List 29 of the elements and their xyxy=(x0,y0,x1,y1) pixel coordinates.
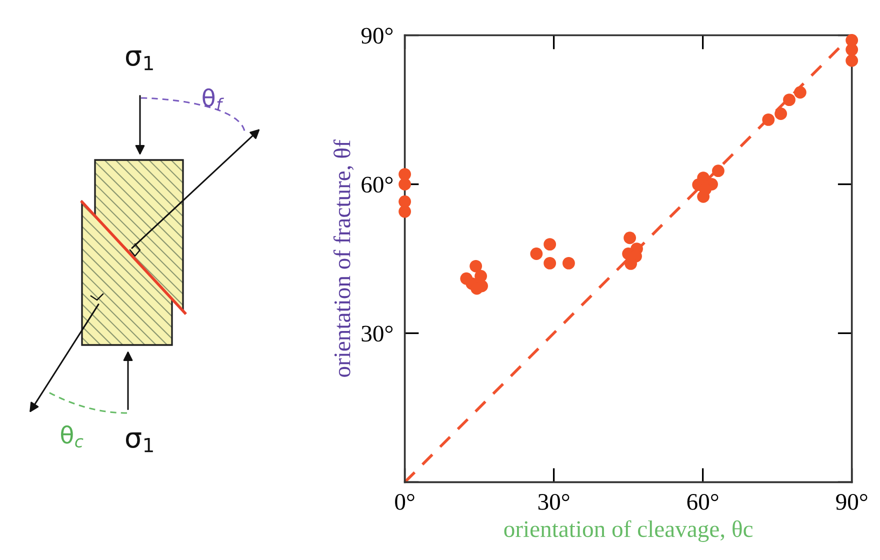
point xyxy=(846,43,858,56)
point xyxy=(774,108,788,120)
point xyxy=(398,178,412,190)
x-tick-label: 90° xyxy=(836,494,868,510)
x-axis-title: orientation of cleavage, θc xyxy=(504,520,753,542)
y-tick-label: 30° xyxy=(362,326,393,342)
point xyxy=(624,232,636,244)
point xyxy=(794,86,806,99)
point xyxy=(544,256,556,270)
x-tick-label: 0° xyxy=(395,494,414,510)
point xyxy=(846,54,858,67)
point xyxy=(762,113,775,126)
point xyxy=(783,94,796,106)
y-axis-title: orientation of fracture, θf xyxy=(333,140,354,377)
point xyxy=(562,256,575,270)
text: σ$_{1}$ xyxy=(126,50,153,70)
x-tick-label: 30° xyxy=(538,494,570,510)
point xyxy=(699,182,712,196)
point xyxy=(470,260,482,272)
x-tick-label: 60° xyxy=(687,494,718,510)
text: σ$_{1}$ xyxy=(126,432,153,452)
y-tick-label: 60° xyxy=(362,176,393,193)
point xyxy=(544,238,556,251)
point xyxy=(530,248,543,260)
text: θ$_{f}$ xyxy=(202,88,224,110)
text: θ$_{c}$ xyxy=(61,425,84,448)
y-tick-label: 90° xyxy=(361,28,393,44)
point xyxy=(712,164,724,178)
point xyxy=(398,205,412,218)
